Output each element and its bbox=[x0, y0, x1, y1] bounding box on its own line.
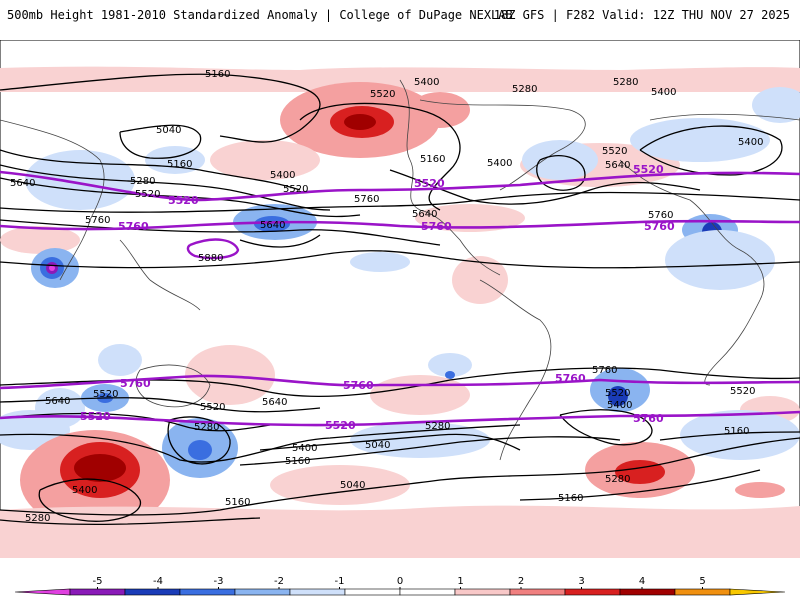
colorbar-segment bbox=[509, 588, 566, 596]
coastlines bbox=[0, 79, 800, 461]
colorbar-tick-label: -3 bbox=[214, 576, 224, 587]
colorbar-segment bbox=[14, 588, 71, 596]
colorbar-segment bbox=[234, 588, 291, 596]
colorbar-segment bbox=[454, 588, 511, 596]
contour-label: 5640 bbox=[10, 178, 35, 189]
colorbar-tick-label: 0 bbox=[397, 576, 403, 587]
emphasis-label: 5760 bbox=[633, 412, 664, 425]
emphasis-label: 5520 bbox=[633, 163, 664, 176]
contour-label: 5520 bbox=[283, 184, 308, 195]
emphasis-contours bbox=[0, 170, 800, 427]
contour-label: 5520 bbox=[730, 386, 755, 397]
contour-label: 5520 bbox=[605, 388, 630, 399]
contour-label: 5760 bbox=[85, 215, 110, 226]
emphasis-label: 5520 bbox=[325, 419, 356, 432]
contour-labels: 5160 5400 5520 5280 5400 5040 5280 5160 … bbox=[10, 69, 763, 524]
contour-label: 5400 bbox=[72, 485, 97, 496]
colorbar-ticks: -5 -4 -3 -2 -1 0 1 2 3 4 5 bbox=[93, 576, 706, 589]
contour-label: 5640 bbox=[260, 220, 285, 231]
contour-label: 5640 bbox=[262, 397, 287, 408]
colorbar-tick-label: 4 bbox=[639, 576, 645, 587]
contour-label: 5400 bbox=[414, 77, 439, 88]
emphasis-label: 5760 bbox=[644, 220, 675, 233]
colorbar-segment bbox=[399, 588, 456, 596]
contour-label: 5280 bbox=[613, 77, 638, 88]
colorbar-tick-label: -1 bbox=[335, 576, 345, 587]
contour-label: 5280 bbox=[425, 421, 450, 432]
emphasis-label: 5520 bbox=[80, 410, 111, 423]
contour-label: 5760 bbox=[648, 210, 673, 221]
anomaly-map: 5160 5400 5520 5280 5400 5040 5280 5160 … bbox=[0, 40, 800, 558]
colorbar-segment bbox=[344, 588, 401, 596]
contour-label: 5760 bbox=[354, 194, 379, 205]
contour-label: 5640 bbox=[412, 209, 437, 220]
contour-label: 5160 bbox=[167, 159, 192, 170]
contour-label: 5400 bbox=[487, 158, 512, 169]
colorbar-segment bbox=[674, 588, 731, 596]
contour-label: 5520 bbox=[135, 189, 160, 200]
contour-label: 5400 bbox=[651, 87, 676, 98]
colorbar-segment bbox=[179, 588, 236, 596]
contour-label: 5280 bbox=[130, 176, 155, 187]
contour-label: 5520 bbox=[602, 146, 627, 157]
model-run-info: 18Z GFS | F282 Valid: 12Z THU NOV 27 202… bbox=[493, 8, 790, 22]
emphasis-label: 5760 bbox=[343, 379, 374, 392]
contour-label: 5160 bbox=[285, 456, 310, 467]
colorbar-segments bbox=[14, 588, 786, 596]
contour-label: 5160 bbox=[420, 154, 445, 165]
emphasis-label: 5760 bbox=[421, 220, 452, 233]
map-title: 500mb Height 1981-2010 Standardized Anom… bbox=[7, 8, 513, 22]
colorbar-tick-label: 3 bbox=[578, 576, 584, 587]
emphasis-label: 5520 bbox=[168, 194, 199, 207]
height-contours bbox=[0, 73, 800, 525]
contour-label: 5280 bbox=[25, 513, 50, 524]
colorbar-segment bbox=[619, 588, 676, 596]
colorbar-tick-label: 5 bbox=[699, 576, 705, 587]
colorbar-segment bbox=[729, 588, 786, 596]
contour-label: 5040 bbox=[365, 440, 390, 451]
contour-label: 5880 bbox=[198, 253, 223, 264]
header-bar: 500mb Height 1981-2010 Standardized Anom… bbox=[0, 0, 800, 30]
colorbar-tick-label: 2 bbox=[518, 576, 524, 587]
contour-label: 5520 bbox=[93, 389, 118, 400]
contour-label: 5040 bbox=[156, 125, 181, 136]
contour-label: 5760 bbox=[592, 365, 617, 376]
colorbar-tick-label: 1 bbox=[457, 576, 463, 587]
contour-label: 5400 bbox=[292, 443, 317, 454]
colorbar: -5 -4 -3 -2 -1 0 1 2 3 4 5 bbox=[14, 576, 786, 596]
contour-label: 5160 bbox=[724, 426, 749, 437]
contour-label: 5160 bbox=[558, 493, 583, 504]
emphasis-label: 5760 bbox=[118, 220, 149, 233]
emphasis-label: 5760 bbox=[555, 372, 586, 385]
emphasis-label: 5760 bbox=[120, 377, 151, 390]
contour-label: 5040 bbox=[340, 480, 365, 491]
contour-label: 5520 bbox=[200, 402, 225, 413]
contour-label: 5640 bbox=[45, 396, 70, 407]
emphasis-label: 5520 bbox=[414, 177, 445, 190]
colorbar-segment bbox=[124, 588, 181, 596]
contour-label: 5400 bbox=[607, 400, 632, 411]
contour-label: 5400 bbox=[738, 137, 763, 148]
colorbar-segment bbox=[69, 588, 126, 596]
contour-label: 5520 bbox=[370, 89, 395, 100]
contour-label: 5400 bbox=[270, 170, 295, 181]
colorbar-tick-label: -5 bbox=[93, 576, 103, 587]
colorbar-segment bbox=[564, 588, 621, 596]
colorbar-tick-label: -4 bbox=[153, 576, 163, 587]
contour-label: 5640 bbox=[605, 160, 630, 171]
contour-label: 5160 bbox=[205, 69, 230, 80]
contour-label: 5280 bbox=[605, 474, 630, 485]
colorbar-tick-label: -2 bbox=[274, 576, 284, 587]
colorbar-segment bbox=[289, 588, 346, 596]
contour-label: 5160 bbox=[225, 497, 250, 508]
contour-label: 5280 bbox=[194, 422, 219, 433]
contour-label: 5280 bbox=[512, 84, 537, 95]
